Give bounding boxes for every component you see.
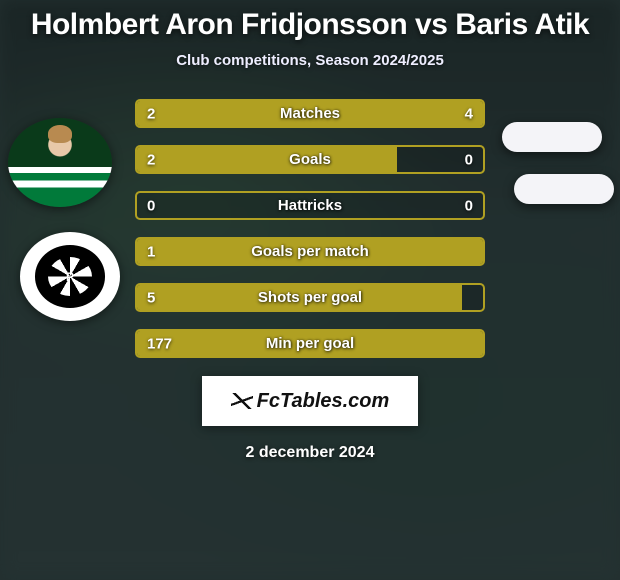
stat-bar: Goals per match1 (135, 237, 485, 266)
stat-bar: Matches24 (135, 99, 485, 128)
stat-row: Hattricks0 0 (0, 191, 620, 220)
stat-bar: Hattricks0 0 (135, 191, 485, 220)
stat-bar-fill-left (137, 331, 483, 356)
footer-date: 2 december 2024 (246, 444, 375, 462)
stat-row: Shots per goal5 (0, 283, 620, 312)
stat-value-left: 5 (147, 289, 155, 306)
footer-brand-badge: FcTables.com (202, 376, 418, 426)
stat-value-right: 0 (465, 151, 473, 168)
stat-bar: Min per goal177 (135, 329, 485, 358)
stat-bar: Shots per goal5 (135, 283, 485, 312)
page-subtitle: Club competitions, Season 2024/2025 (176, 52, 444, 69)
stat-bar-fill-left (137, 147, 397, 172)
stat-value-left: 1 (147, 243, 155, 260)
stat-bar-fill-left (137, 285, 462, 310)
stat-label: Hattricks (137, 193, 483, 218)
stat-bar-fill-left (137, 239, 483, 264)
stat-value-left: 2 (147, 105, 155, 122)
page-title: Holmbert Aron Fridjonsson vs Baris Atik (31, 8, 589, 42)
stat-bar-fill-right (251, 101, 483, 126)
stat-value-right: 4 (465, 105, 473, 122)
stat-bar: Goals20 (135, 145, 485, 174)
stat-row: Matches24 (0, 99, 620, 128)
stat-row: Min per goal177 (0, 329, 620, 358)
footer-brand-text: FcTables.com (257, 390, 390, 413)
stat-row: Goals20 (0, 145, 620, 174)
stat-value-left: 177 (147, 335, 172, 352)
player2-badge-letter: P (66, 270, 74, 284)
stat-value-left: 0 (147, 197, 155, 214)
stat-rows: Matches24Goals20Hattricks00Goals per mat… (0, 99, 620, 358)
chart-icon (231, 393, 253, 409)
stat-row: Goals per match1 (0, 237, 620, 266)
stat-value-left: 2 (147, 151, 155, 168)
stat-value-right: 0 (465, 197, 473, 214)
footer-brand-logo: FcTables.com (231, 390, 390, 413)
content-root: Holmbert Aron Fridjonsson vs Baris Atik … (0, 0, 620, 580)
